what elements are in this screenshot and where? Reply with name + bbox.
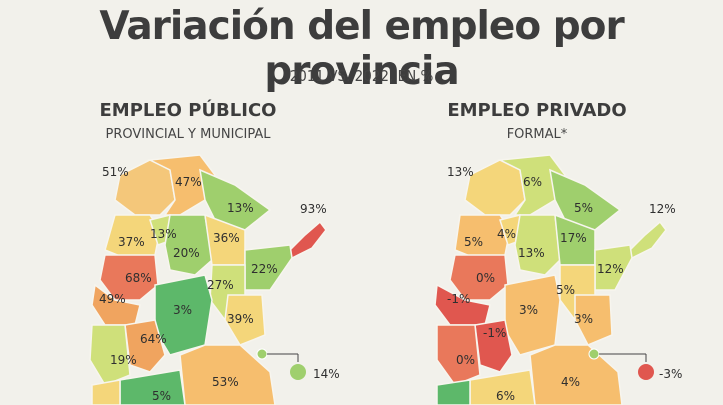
private-region-misiones[interactable] <box>629 220 667 260</box>
private-panel-subtitle: FORMAL* <box>506 127 568 142</box>
page-title: Variación del empleo por provincia <box>99 4 624 94</box>
public-label-caba: 14% <box>313 367 340 381</box>
private-label-entre-rios: 3% <box>574 312 593 326</box>
private-label-san-juan: -1% <box>447 292 470 306</box>
private-label-chaco: 17% <box>560 231 587 245</box>
public-label-misiones: 93% <box>300 202 327 216</box>
private-label-la-rioja: 0% <box>476 271 495 285</box>
public-region-santiago[interactable] <box>164 214 213 276</box>
private-map <box>434 154 667 405</box>
public-label-jujuy-salta-west: 51% <box>102 165 129 179</box>
public-caba-marker[interactable] <box>290 364 306 380</box>
public-label-catamarca: 37% <box>118 235 145 249</box>
private-label-santiago: 13% <box>518 246 545 260</box>
public-label-la-rioja: 68% <box>125 271 152 285</box>
private-caba-marker[interactable] <box>638 364 654 380</box>
public-label-formosa: 13% <box>227 201 254 215</box>
public-label-buenos-aires: 53% <box>212 375 239 389</box>
public-caba-dot[interactable] <box>256 348 268 360</box>
public-label-la-pampa: 5% <box>152 389 171 403</box>
public-panel-subtitle: PROVINCIAL Y MUNICIPAL <box>105 127 271 142</box>
private-label-buenos-aires: 4% <box>561 375 580 389</box>
public-region-la-rioja[interactable] <box>99 254 159 301</box>
public-label-mendoza: 19% <box>110 353 137 367</box>
public-map <box>89 154 327 405</box>
public-label-tucuman: 13% <box>150 227 177 241</box>
private-label-caba: -3% <box>659 367 682 381</box>
private-region-santiago[interactable] <box>514 214 561 276</box>
page-subtitle: 2011 VS. 2022, EN % <box>289 67 434 85</box>
public-label-cordoba: 3% <box>173 303 192 317</box>
public-region-san-luis[interactable] <box>124 319 166 373</box>
private-label-cordoba: 3% <box>519 303 538 317</box>
private-labels: 13% 6% 5% 12% 5% 4% 13% 17% 12% 0% 5% -1… <box>447 165 682 403</box>
private-label-jujuy-salta-west: 13% <box>447 165 474 179</box>
private-label-catamarca: 5% <box>464 235 483 249</box>
public-region-misiones[interactable] <box>289 220 327 260</box>
private-label-santa-fe: 5% <box>556 283 575 297</box>
private-region-san-luis[interactable] <box>474 319 513 373</box>
public-label-santa-fe: 27% <box>207 278 234 292</box>
private-label-tucuman: 4% <box>497 227 516 241</box>
private-caba-callout <box>588 348 654 380</box>
private-label-misiones: 12% <box>649 202 676 216</box>
public-caba-callout <box>256 348 306 380</box>
public-label-santiago: 20% <box>173 246 200 260</box>
private-region-entre-rios[interactable] <box>574 294 613 346</box>
public-label-san-juan: 49% <box>99 292 126 306</box>
private-region-la-rioja[interactable] <box>449 254 509 301</box>
private-label-formosa: 5% <box>574 201 593 215</box>
private-label-salta: 6% <box>523 175 542 189</box>
private-region-neuquen[interactable] <box>436 379 471 405</box>
private-label-mendoza: 0% <box>456 353 475 367</box>
private-label-la-pampa: 6% <box>496 389 515 403</box>
public-region-entre-rios[interactable] <box>224 294 266 346</box>
private-panel-title: EMPLEO PRIVADO <box>447 100 627 121</box>
public-region-buenos-aires[interactable] <box>179 344 276 405</box>
public-label-chaco: 36% <box>213 231 240 245</box>
public-label-san-luis: 64% <box>140 332 167 346</box>
private-region-buenos-aires[interactable] <box>529 344 623 405</box>
public-panel-title: EMPLEO PÚBLICO <box>99 100 277 121</box>
public-label-corrientes: 22% <box>251 262 278 276</box>
public-label-salta: 47% <box>175 175 202 189</box>
private-label-corrientes: 12% <box>597 262 624 276</box>
private-label-san-luis: -1% <box>483 326 506 340</box>
public-label-entre-rios: 39% <box>227 312 254 326</box>
public-labels: 51% 47% 13% 93% 37% 13% 20% 36% 22% 68% … <box>99 165 340 403</box>
public-region-neuquen[interactable] <box>91 379 121 405</box>
private-caba-dot[interactable] <box>588 348 600 360</box>
